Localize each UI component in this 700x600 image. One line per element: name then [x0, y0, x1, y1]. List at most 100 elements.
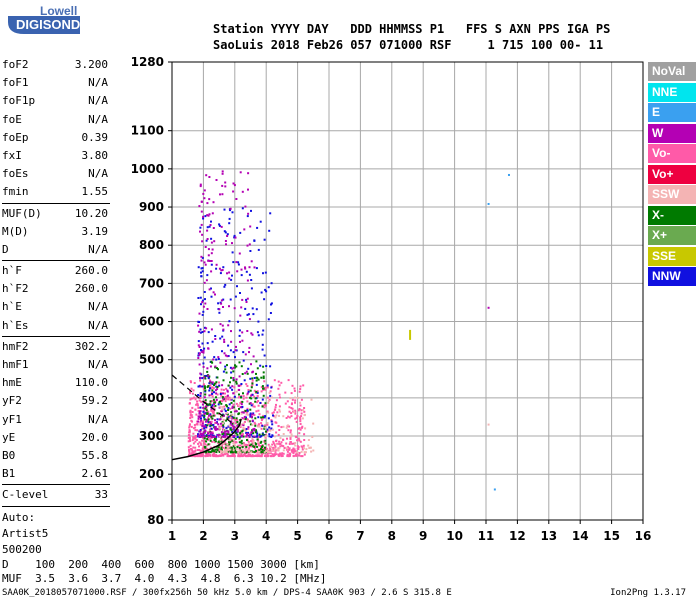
- echo-point: [249, 402, 252, 405]
- echo-point: [251, 428, 254, 431]
- echo-point: [206, 412, 209, 415]
- echo-point: [226, 394, 229, 397]
- echo-point: [229, 451, 232, 454]
- echo-point: [208, 225, 211, 228]
- echo-point: [250, 416, 253, 418]
- echo-point: [205, 451, 207, 454]
- echo-point: [210, 422, 213, 425]
- echo-point: [223, 452, 226, 455]
- echo-point: [232, 428, 235, 430]
- echo-point: [220, 302, 223, 305]
- echo-point: [255, 429, 257, 432]
- echo-point: [241, 207, 244, 210]
- echo-point: [308, 447, 311, 449]
- echo-point: [187, 434, 190, 437]
- isolated-echo: [487, 423, 490, 426]
- echo-point: [239, 340, 241, 343]
- echo-point: [211, 404, 214, 407]
- echo-point: [231, 450, 234, 453]
- echo-point: [205, 239, 208, 242]
- echo-point: [203, 437, 206, 440]
- echo-point: [249, 408, 252, 411]
- echo-point: [188, 450, 191, 452]
- echo-point: [198, 434, 201, 437]
- echo-point: [257, 416, 260, 419]
- echo-point: [232, 442, 235, 445]
- echo-point: [229, 398, 232, 401]
- param-value: 110.0: [74, 376, 108, 390]
- echo-point: [200, 443, 203, 446]
- echo-point: [241, 405, 244, 408]
- echo-point: [274, 444, 276, 447]
- echo-point: [207, 347, 210, 350]
- param-row: yF2 59.2: [2, 392, 110, 410]
- echo-point: [194, 408, 197, 411]
- echo-point: [259, 364, 262, 367]
- echo-point: [307, 439, 310, 441]
- echo-point: [225, 451, 228, 454]
- echo-point: [266, 423, 269, 426]
- echo-point: [293, 387, 296, 390]
- echo-point: [207, 431, 210, 434]
- echo-point: [312, 422, 315, 425]
- echo-point: [242, 449, 245, 452]
- echo-point: [256, 391, 259, 394]
- echo-point: [257, 442, 260, 445]
- echo-point: [222, 419, 225, 422]
- y-tick-label: 800: [139, 238, 164, 252]
- echo-point: [191, 439, 194, 442]
- echo-point: [231, 439, 234, 442]
- param-row: C-level 33: [2, 486, 110, 504]
- echo-point: [204, 443, 207, 446]
- param-row: foEp 0.39: [2, 129, 110, 147]
- echo-point: [286, 447, 289, 450]
- param-value: 3.80: [81, 148, 109, 162]
- echo-point: [247, 431, 250, 434]
- echo-point: [250, 455, 252, 458]
- echo-point: [216, 428, 219, 431]
- echo-point: [228, 396, 231, 399]
- echo-point: [233, 408, 236, 411]
- echo-point: [298, 390, 301, 393]
- echo-point: [204, 326, 206, 329]
- echo-point: [210, 420, 213, 423]
- echo-point: [239, 402, 242, 404]
- y-tick-label: 400: [139, 391, 164, 405]
- echo-point: [249, 415, 252, 418]
- echo-point: [241, 298, 244, 301]
- echo-point: [295, 453, 298, 456]
- x-tick-label: 13: [540, 529, 557, 543]
- echo-point: [250, 394, 253, 397]
- echo-point: [218, 311, 221, 314]
- echo-point: [213, 382, 216, 385]
- echo-point: [280, 381, 283, 384]
- echo-point: [243, 379, 246, 382]
- echo-point: [258, 444, 260, 447]
- echo-point: [241, 331, 244, 334]
- echo-point: [304, 427, 307, 430]
- echo-point: [236, 436, 239, 438]
- echo-point: [217, 356, 220, 359]
- echo-point: [303, 407, 306, 409]
- echo-point: [199, 185, 202, 188]
- echo-point: [195, 403, 198, 406]
- echo-point: [284, 391, 287, 394]
- echo-point: [296, 447, 299, 450]
- param-key: M(D): [2, 224, 29, 238]
- echo-point: [265, 290, 268, 293]
- echo-point: [280, 441, 283, 444]
- echo-point: [215, 179, 218, 181]
- y-tick-label: 700: [139, 276, 164, 290]
- echo-point: [246, 330, 249, 332]
- legend-item: X-: [648, 205, 696, 225]
- echo-point: [218, 381, 220, 384]
- echo-point: [248, 433, 251, 436]
- echo-point: [299, 385, 302, 388]
- echo-point: [275, 443, 278, 446]
- echo-point: [246, 385, 249, 387]
- echo-point: [245, 432, 248, 434]
- echo-point: [212, 434, 215, 437]
- echo-point: [225, 404, 228, 407]
- echo-point: [219, 193, 221, 196]
- echo-point: [210, 400, 213, 402]
